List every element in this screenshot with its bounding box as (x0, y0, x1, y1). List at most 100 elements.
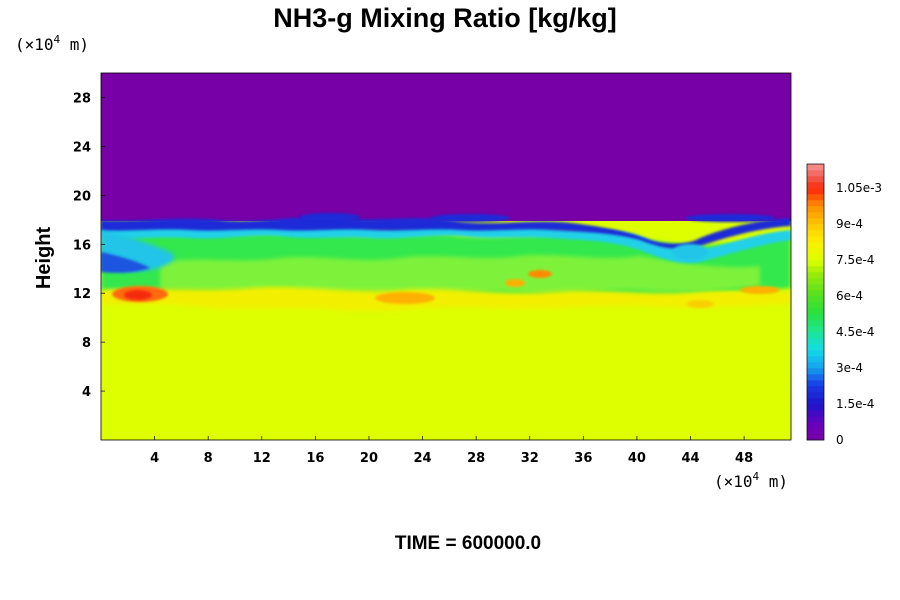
colorbar-segment (807, 242, 824, 249)
y-tick-label: 12 (73, 287, 91, 302)
chart-title: NH3-g Mixing Ratio [kg/kg] (273, 3, 617, 33)
colorbar-segment (807, 380, 824, 387)
x-tick-label: 20 (360, 451, 378, 466)
colorbar-labels: 0 1.5e-4 3e-4 4.5e-4 6e-4 7.5e-4 9e-4 1.05e-3 (836, 181, 882, 447)
x-tick-label: 4 (150, 451, 159, 466)
colorbar-segment (807, 350, 824, 357)
colorbar-segment (807, 248, 824, 255)
y-tick-label: 16 (73, 238, 91, 253)
colorbar-segment (807, 320, 824, 327)
colorbar-segment (807, 356, 824, 363)
colorbar-segment (807, 176, 824, 183)
colorbar-segment (807, 278, 824, 285)
colorbar-segment (807, 212, 824, 219)
colorbar-segment (807, 410, 824, 417)
bump-1 (300, 213, 360, 221)
colorbar-segment (807, 434, 824, 441)
orange-blob-3 (528, 270, 552, 278)
colorbar-segment (807, 170, 824, 177)
x-axis-unit: (×104 m) (714, 470, 788, 491)
y-tick-label: 28 (73, 91, 91, 106)
x-tick-label: 36 (574, 451, 592, 466)
colorbar-segment (807, 260, 824, 267)
colorbar-segment (807, 416, 824, 423)
y-axis-label: Height (33, 227, 55, 290)
y-unit-prefix: (×10 (15, 35, 54, 54)
colorbar-segment (807, 200, 824, 207)
orange-blob-6 (686, 300, 714, 308)
left-swirl-blue (101, 252, 150, 273)
y-unit-suffix: m) (60, 35, 89, 54)
upper-region (101, 73, 791, 221)
colorbar-segment (807, 392, 824, 399)
colorbar-segment (807, 272, 824, 279)
x-axis-ticks: 4 8 12 16 20 24 28 32 36 40 44 48 (150, 436, 753, 466)
colorbar-segment (807, 338, 824, 345)
colorbar-label: 3e-4 (836, 361, 863, 375)
colorbar-segment (807, 428, 824, 435)
y-tick-label: 20 (73, 189, 91, 204)
colorbar-segment (807, 284, 824, 291)
bump-3 (685, 214, 775, 222)
colorbar-segment (807, 368, 824, 375)
x-tick-label: 12 (253, 451, 271, 466)
x-tick-label: 40 (628, 451, 646, 466)
colorbar-segment (807, 314, 824, 321)
colorbar-segment (807, 404, 824, 411)
colorbar-segment (807, 224, 824, 231)
colorbar-segment (807, 374, 824, 381)
y-tick-label: 8 (82, 336, 91, 351)
x-tick-label: 28 (467, 451, 485, 466)
colorbar-segment (807, 290, 824, 297)
colorbar-segment (807, 188, 824, 195)
heatmap-field (101, 73, 791, 440)
x-unit-prefix: (×10 (714, 472, 753, 491)
colorbar-label: 0 (836, 433, 844, 447)
x-tick-label: 16 (306, 451, 324, 466)
mixing-band-lightgreen (160, 255, 760, 295)
colorbar-segment (807, 236, 824, 243)
colorbar-segment (807, 164, 824, 171)
mixing-band-yellow (101, 287, 791, 311)
x-tick-label: 44 (681, 451, 699, 466)
x-unit-exp: 4 (753, 470, 760, 483)
orange-blob-4 (505, 279, 525, 287)
orange-blob-2 (375, 292, 435, 304)
colorbar-segment (807, 332, 824, 339)
colorbar-segment (807, 362, 824, 369)
colorbar-segment (807, 326, 824, 333)
colorbar-label: 4.5e-4 (836, 325, 874, 339)
colorbar-segment (807, 182, 824, 189)
y-tick-label: 24 (73, 140, 91, 155)
colorbar-segment (807, 344, 824, 351)
bump-2 (430, 214, 510, 222)
colorbar (806, 163, 825, 441)
colorbar-segment (807, 398, 824, 405)
y-unit-exp: 4 (54, 33, 61, 46)
x-tick-label: 8 (204, 451, 213, 466)
colorbar-segment (807, 422, 824, 429)
boundary-blue (101, 217, 791, 249)
colorbar-segment (807, 296, 824, 303)
colorbar-label: 1.5e-4 (836, 397, 874, 411)
colorbar-segment (807, 254, 824, 261)
x-tick-label: 24 (414, 451, 432, 466)
colorbar-segment (807, 206, 824, 213)
right-swirl (672, 244, 708, 260)
plot-frame (100, 72, 792, 441)
colorbar-segment (807, 308, 824, 315)
x-unit-suffix: m) (759, 472, 788, 491)
colorbar-segment (807, 266, 824, 273)
y-axis-unit: (×104 m) (15, 33, 89, 54)
colorbar-segment (807, 302, 824, 309)
orange-blob-5 (740, 286, 780, 294)
x-tick-label: 48 (735, 451, 753, 466)
colorbar-segment (807, 194, 824, 201)
red-blob-1-core (124, 290, 152, 300)
y-axis-ticks: 4 8 12 16 20 24 28 (73, 91, 105, 400)
colorbar-segment (807, 386, 824, 393)
colorbar-segment (807, 218, 824, 225)
colorbar-label: 7.5e-4 (836, 253, 874, 267)
colorbar-segment (807, 230, 824, 237)
